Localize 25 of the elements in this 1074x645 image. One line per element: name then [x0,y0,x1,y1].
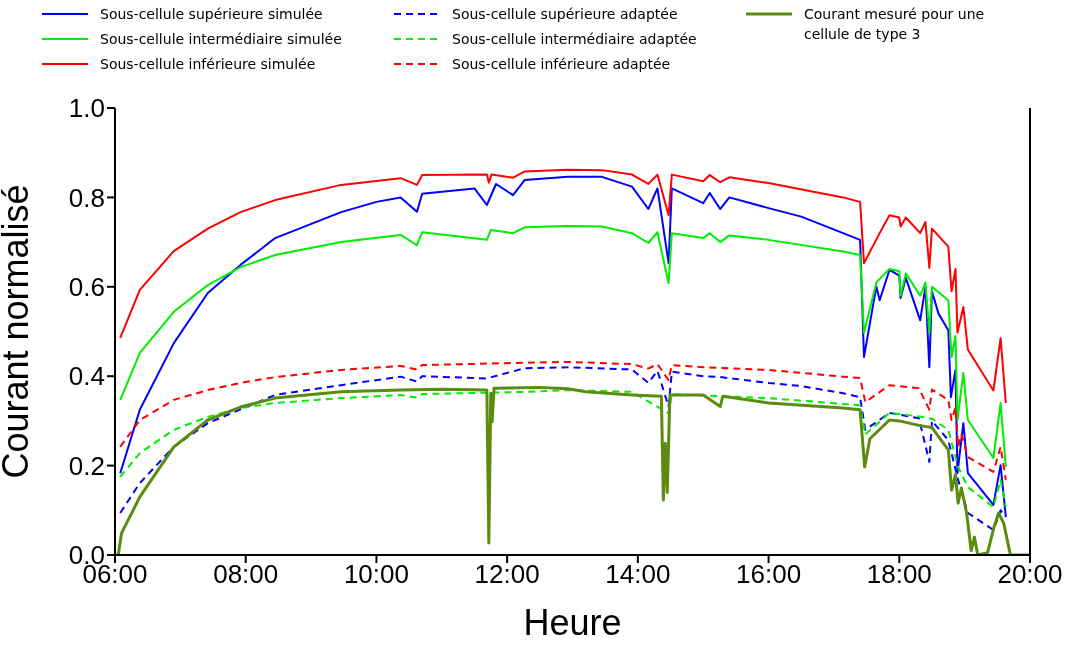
x-tick-label: 14:00 [605,559,671,590]
legend-label: Sous-cellule supérieure adaptée [452,5,678,24]
x-tick-label: 10:00 [343,559,409,590]
legend-label: Sous-cellule intermédiaire adaptée [452,30,697,49]
x-tick-label: 08:00 [213,559,279,590]
x-axis-title: Heure [523,602,622,643]
line-series [119,225,1007,468]
x-tick-label: 18:00 [866,559,932,590]
y-tick-label: 0.2 [68,450,105,481]
line-series [119,389,1007,509]
line-series [119,360,1007,481]
x-tick-label: 20:00 [997,559,1063,590]
legend-label: Sous-cellule intermédiaire simulée [100,30,342,49]
y-axis-title: Courant normalisé [0,184,36,479]
y-tick-label: 0.6 [68,272,105,303]
x-tick-label: 12:00 [474,559,540,590]
legend-label: Sous-cellule inférieure simulée [100,55,316,74]
y-tick-label: 0.8 [68,182,105,213]
legend-label: Courant mesuré pour une cellule de type 3 [804,5,986,44]
legend-label: Sous-cellule inférieure adaptée [452,55,671,74]
y-tick-label: 1.0 [68,93,105,124]
x-tick-label: 16:00 [736,559,802,590]
legend-label: Sous-cellule supérieure simulée [100,5,323,24]
line-series [119,168,1007,405]
y-tick-label: 0.4 [68,361,105,392]
